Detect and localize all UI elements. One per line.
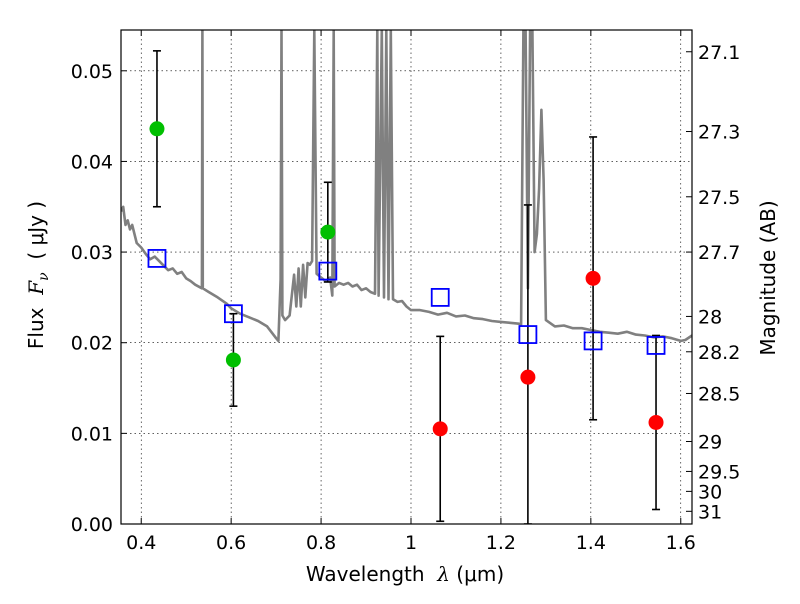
x-tick-label: 0.8	[306, 532, 336, 554]
blue-model-point	[646, 336, 666, 355]
y-axis-label-subscript: ν	[36, 272, 52, 281]
y-right-tick-label: 28.5	[698, 383, 740, 405]
green-data-point	[320, 224, 336, 240]
x-tick-label: 1.6	[666, 532, 696, 554]
y-axis-label-unit: ( μJy )	[24, 200, 48, 260]
y-tick-label: 0.00	[71, 514, 113, 536]
x-tick-label: 0.4	[126, 532, 156, 554]
x-tick-label: 1	[405, 532, 417, 554]
blue-model-point	[147, 249, 167, 268]
blue-model-point	[430, 287, 450, 307]
y-axis-label-symbol: F	[24, 280, 48, 295]
grid-lines	[121, 30, 692, 524]
red-data-point	[432, 421, 448, 437]
blue-model-point	[518, 325, 538, 344]
y-right-tick-label: 30	[698, 481, 722, 503]
red-data-point	[648, 414, 664, 430]
y-right-tick-label: 29.5	[698, 461, 740, 483]
y-tick-label: 0.04	[71, 151, 113, 173]
x-tick-label: 1.2	[486, 532, 516, 554]
y-right-tick-label: 31	[698, 501, 722, 523]
y-right-tick-label: 27.5	[698, 187, 740, 209]
green-data-point	[149, 121, 165, 137]
y-right-tick-label: 27.7	[698, 242, 740, 264]
tick-layer: 0.4 0.6 0.8 1 1.2 1.4 1.6 0.00 0.01 0.02 0.03 0.04 0…	[71, 30, 740, 554]
y-axis-label-text: Flux	[24, 307, 48, 350]
y-tick-label: 0.03	[71, 242, 113, 264]
red-data-point	[520, 369, 536, 385]
y-tick-label: 0.01	[71, 423, 113, 445]
y-right-tick-label: 27.3	[698, 122, 740, 144]
x-axis-label: Wavelength λ (μm)	[306, 562, 504, 586]
x-axis-label-symbol: λ	[437, 562, 450, 586]
blue-model-point	[583, 331, 603, 351]
y-right-tick-label: 28.2	[698, 342, 740, 364]
x-tick-label: 0.6	[216, 532, 246, 554]
y-axis-right-label-text: Magnitude (AB)	[756, 200, 780, 356]
y-right-tick-label: 29	[698, 432, 722, 454]
y-tick-label: 0.05	[71, 61, 113, 83]
green-data-point	[225, 352, 241, 368]
red-data-point	[585, 270, 601, 286]
blue-model-point	[318, 261, 338, 281]
x-tick-label: 1.4	[576, 532, 606, 554]
y-right-tick-label: 27.1	[698, 42, 740, 64]
y-tick-label: 0.02	[71, 333, 113, 355]
x-axis-label-text: Wavelength	[305, 562, 425, 586]
plot-frame	[120, 29, 693, 525]
y-right-tick-label: 28	[698, 306, 722, 328]
spectrum-line	[121, 30, 692, 343]
data-layer	[121, 30, 692, 524]
x-axis-label-unit: (μm)	[456, 562, 505, 586]
blue-model-point	[224, 304, 243, 324]
